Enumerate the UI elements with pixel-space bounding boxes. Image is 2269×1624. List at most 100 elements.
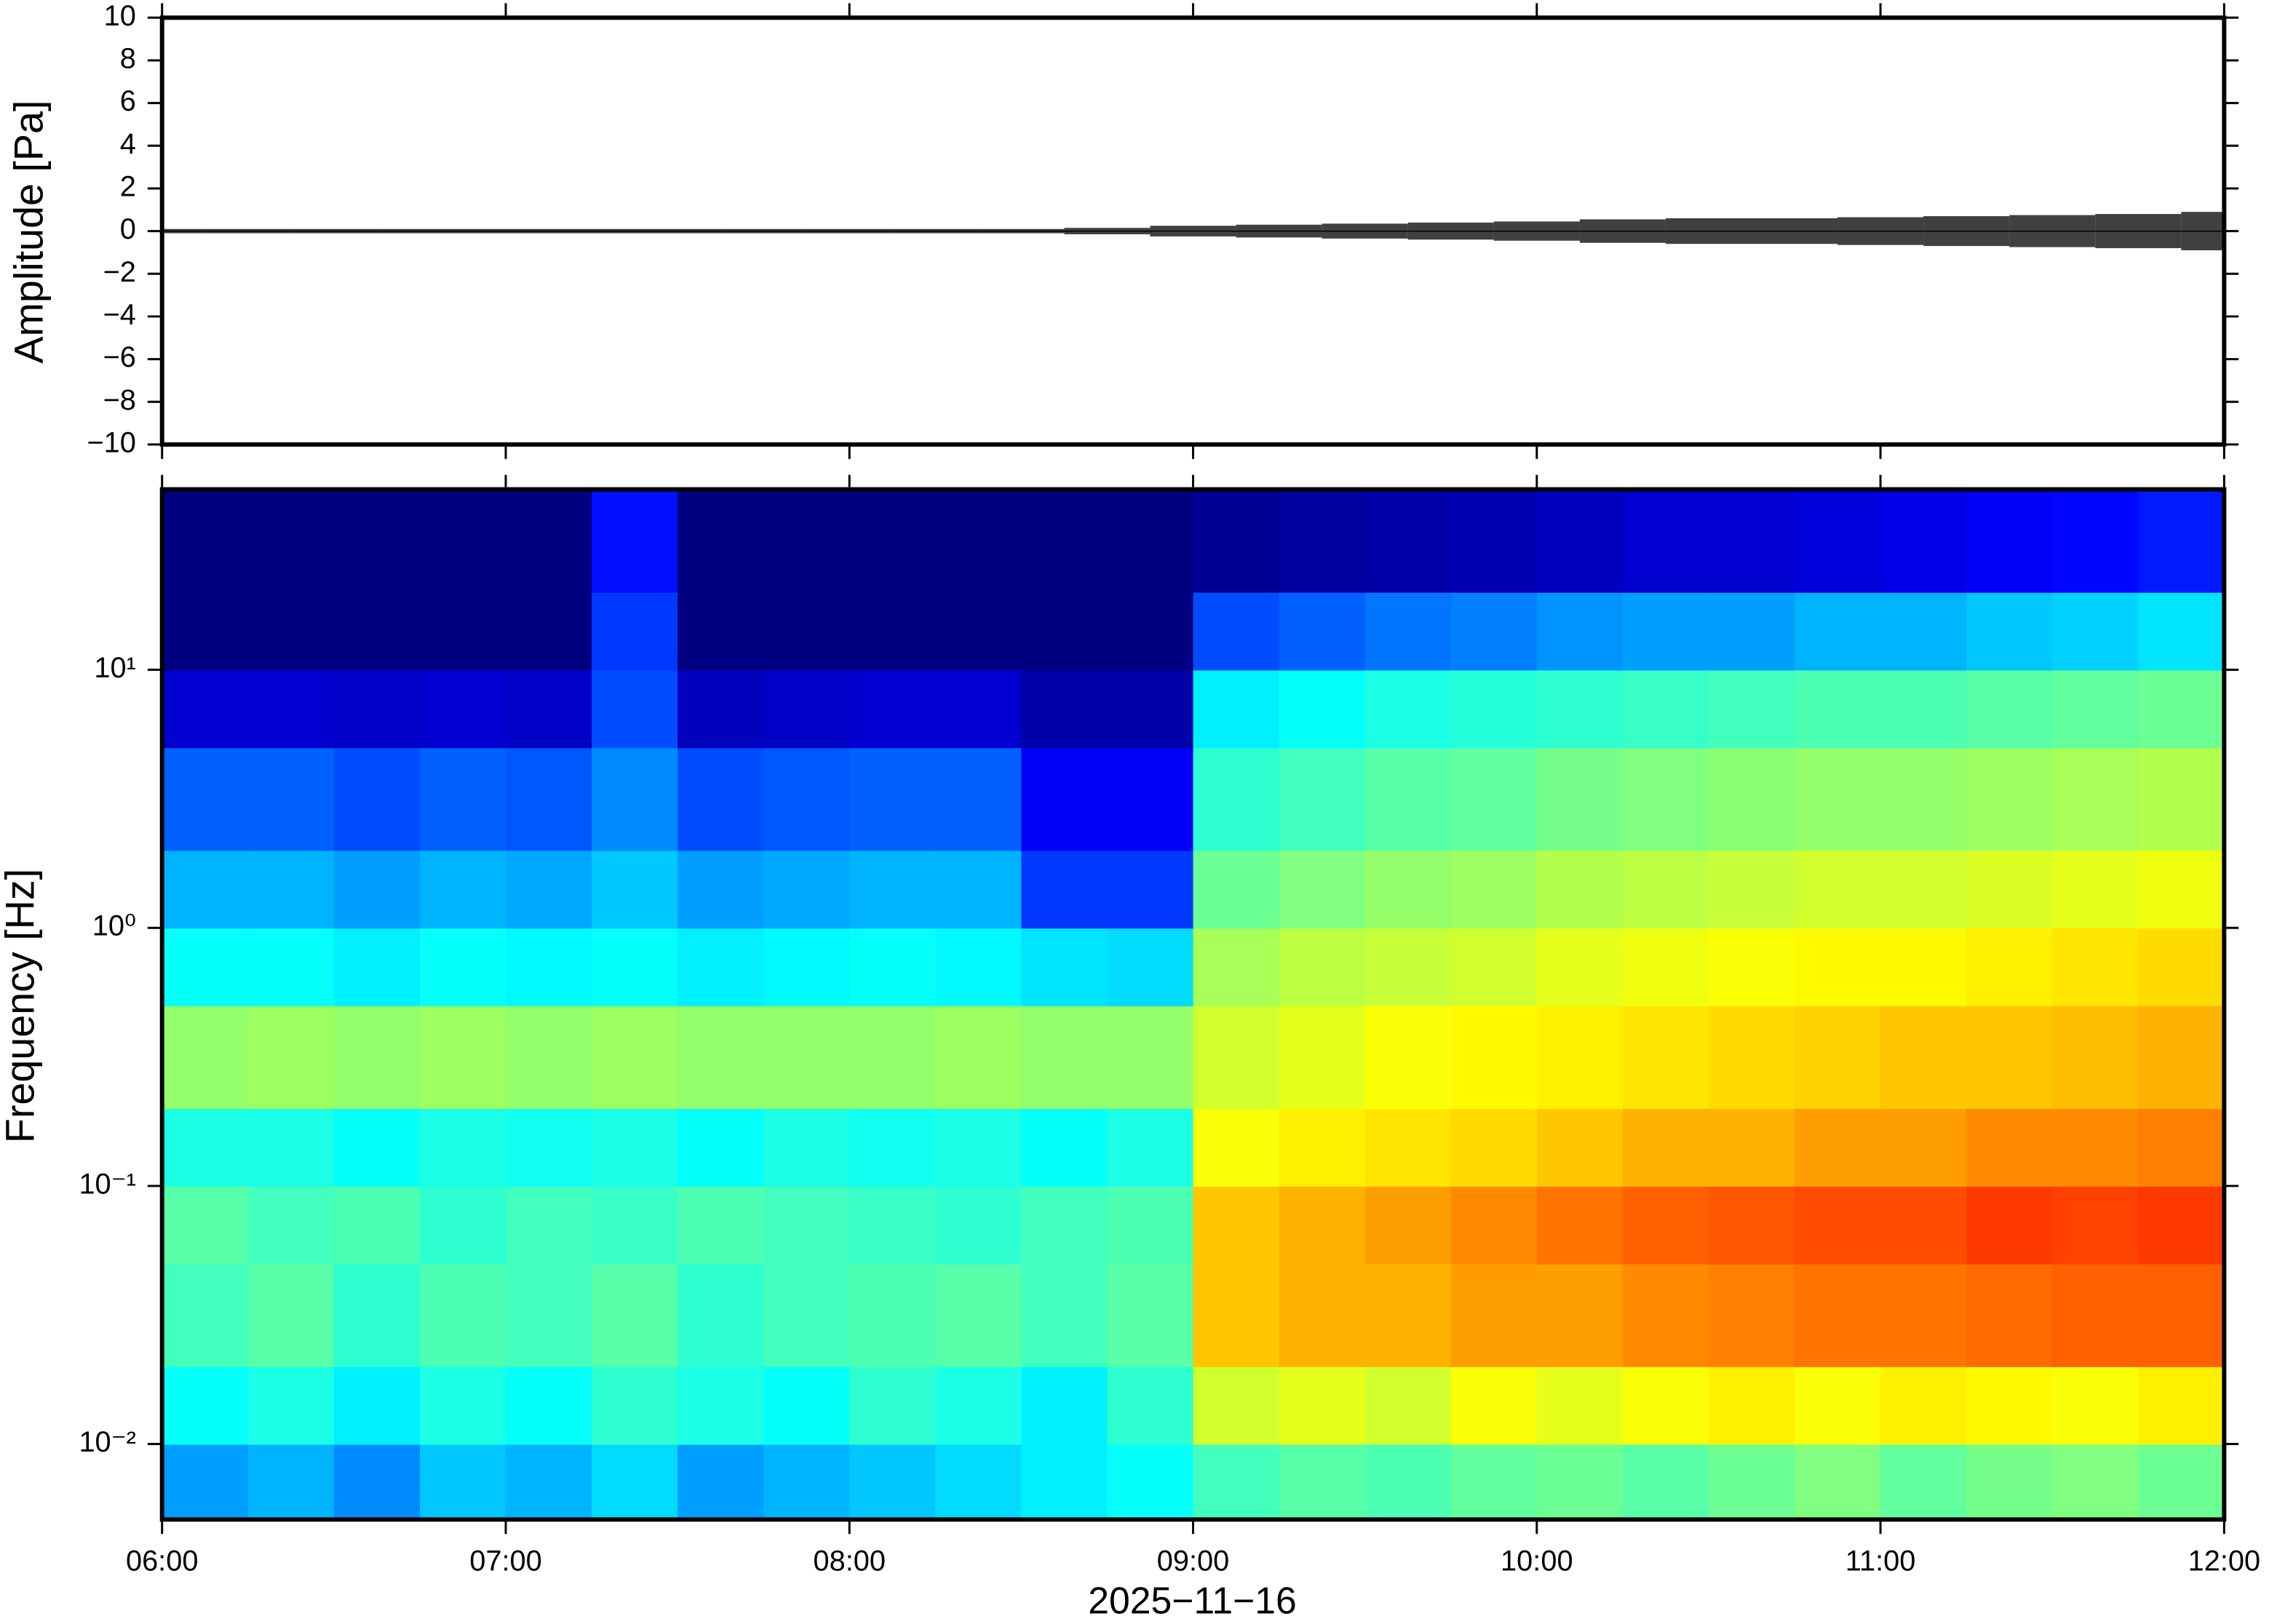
y-axis-label: Amplitude [Pa] bbox=[6, 100, 51, 364]
x-tick-label: 07:00 bbox=[469, 1545, 542, 1577]
y-tick-label: 8 bbox=[120, 42, 136, 74]
y-tick-label: 10¹ bbox=[94, 652, 135, 684]
spectrogram-cell bbox=[1536, 1263, 1624, 1367]
spectrogram-cell bbox=[1880, 747, 1968, 851]
spectrogram-cell bbox=[1193, 669, 1280, 749]
spectrogram-cell bbox=[162, 1444, 249, 1521]
x-tick-label: 10:00 bbox=[1501, 1545, 1573, 1577]
amplitude-envelope bbox=[1150, 226, 1236, 236]
spectrogram-cell bbox=[592, 669, 679, 749]
spectrogram-cell bbox=[1021, 1108, 1108, 1187]
spectrogram-cell bbox=[1708, 1005, 1796, 1110]
spectrogram-cell bbox=[1193, 1005, 1280, 1110]
spectrogram-cell bbox=[1279, 1108, 1366, 1187]
spectrogram-cell bbox=[1364, 1444, 1452, 1521]
spectrogram-cell bbox=[2138, 669, 2225, 749]
amplitude-envelope bbox=[1064, 228, 1151, 235]
amplitude-envelope bbox=[1923, 216, 2010, 247]
spectrogram-cell bbox=[247, 1005, 335, 1110]
spectrogram-cell bbox=[592, 850, 679, 929]
spectrogram-cell bbox=[1966, 1366, 2054, 1445]
spectrogram-cell bbox=[2052, 1444, 2139, 1521]
x-tick-label: 08:00 bbox=[814, 1545, 886, 1577]
spectrogram-cell bbox=[1966, 592, 2054, 671]
amplitude-envelope bbox=[1407, 222, 1494, 240]
spectrogram-cell bbox=[505, 592, 593, 671]
spectrogram-cell bbox=[1795, 1263, 1882, 1367]
spectrogram-cell bbox=[1107, 850, 1194, 929]
spectrogram-cell bbox=[1193, 850, 1280, 929]
spectrogram-cell bbox=[1966, 928, 2054, 1006]
spectrogram-cell bbox=[1193, 1263, 1280, 1367]
spectrogram-cell bbox=[1021, 928, 1108, 1006]
spectrogram-cell bbox=[2052, 1366, 2139, 1445]
spectrogram-cell bbox=[333, 928, 421, 1006]
spectrogram-cell bbox=[592, 1366, 679, 1445]
spectrogram-cell bbox=[2138, 592, 2225, 671]
spectrogram-cell bbox=[1536, 592, 1624, 671]
spectrogram-cell bbox=[2138, 1108, 2225, 1187]
spectrogram-cell bbox=[247, 1366, 335, 1445]
amplitude-envelope bbox=[892, 228, 979, 234]
spectrogram-cell bbox=[1279, 1185, 1366, 1265]
spectrogram-cell bbox=[162, 1366, 249, 1445]
spectrogram-cell bbox=[1364, 1005, 1452, 1110]
spectrogram-cell bbox=[1536, 928, 1624, 1006]
spectrogram-cell bbox=[1107, 1185, 1194, 1265]
spectrogram-cell bbox=[333, 489, 421, 593]
spectrogram-cell bbox=[1450, 1185, 1538, 1265]
spectrogram-cell bbox=[1107, 928, 1194, 1006]
spectrogram-cell bbox=[333, 1005, 421, 1110]
spectrogram-cell bbox=[935, 1444, 1022, 1521]
spectrogram-cell bbox=[333, 1263, 421, 1367]
spectrogram-cell bbox=[419, 1005, 506, 1110]
spectrogram-cell bbox=[1021, 669, 1108, 749]
amplitude-envelope bbox=[1751, 218, 1838, 244]
spectrogram-cell bbox=[1966, 1185, 2054, 1265]
spectrogram-cell bbox=[1364, 1263, 1452, 1367]
spectrogram-cell bbox=[1966, 1444, 2054, 1521]
amplitude-envelope bbox=[462, 228, 549, 234]
spectrogram-cell bbox=[333, 1366, 421, 1445]
spectrogram-cell bbox=[592, 489, 679, 593]
amplitude-envelope bbox=[2095, 214, 2182, 249]
spectrogram-cell bbox=[1107, 1366, 1194, 1445]
spectrogram-cell bbox=[763, 489, 851, 593]
x-tick-label: 12:00 bbox=[2188, 1545, 2261, 1577]
spectrogram-cell bbox=[1193, 592, 1280, 671]
spectrogram-cell bbox=[763, 1005, 851, 1110]
spectrogram-cell bbox=[419, 850, 506, 929]
spectrogram-cell bbox=[1795, 1366, 1882, 1445]
spectrogram-cell bbox=[1536, 1185, 1624, 1265]
spectrogram-cell bbox=[592, 928, 679, 1006]
spectrogram-cell bbox=[333, 850, 421, 929]
spectrogram-cell bbox=[1795, 592, 1882, 671]
spectrogram-cell bbox=[505, 1366, 593, 1445]
x-axis-label: 2025−11−16 bbox=[1088, 1579, 1297, 1621]
spectrogram-cell bbox=[592, 1108, 679, 1187]
spectrogram-cell bbox=[1021, 1185, 1108, 1265]
spectrogram-cell bbox=[247, 747, 335, 851]
spectrogram-cell bbox=[2052, 1263, 2139, 1367]
spectrogram-cell bbox=[333, 747, 421, 851]
spectrogram-cell bbox=[162, 1005, 249, 1110]
spectrogram-cell bbox=[419, 1366, 506, 1445]
spectrogram-cell bbox=[505, 928, 593, 1006]
spectrogram-cell bbox=[849, 1366, 937, 1445]
spectrogram-cell bbox=[2138, 1263, 2225, 1367]
amplitude-envelope bbox=[720, 228, 807, 234]
spectrogram-cell bbox=[677, 1108, 765, 1187]
spectrogram-cell bbox=[2052, 1108, 2139, 1187]
spectrogram-cell bbox=[1536, 1108, 1624, 1187]
amplitude-envelope bbox=[1665, 218, 1752, 244]
spectrogram-cell bbox=[505, 1108, 593, 1187]
spectrogram-cell bbox=[849, 1444, 937, 1521]
amplitude-envelope bbox=[1236, 224, 1322, 238]
y-tick-label: −10 bbox=[87, 426, 135, 458]
spectrogram-cell bbox=[763, 1108, 851, 1187]
spectrogram-cell bbox=[1708, 1263, 1796, 1367]
spectrogram-cell bbox=[2052, 850, 2139, 929]
spectrogram-cell bbox=[935, 669, 1022, 749]
spectrogram-cell bbox=[677, 592, 765, 671]
spectrogram-cell bbox=[1193, 489, 1280, 593]
